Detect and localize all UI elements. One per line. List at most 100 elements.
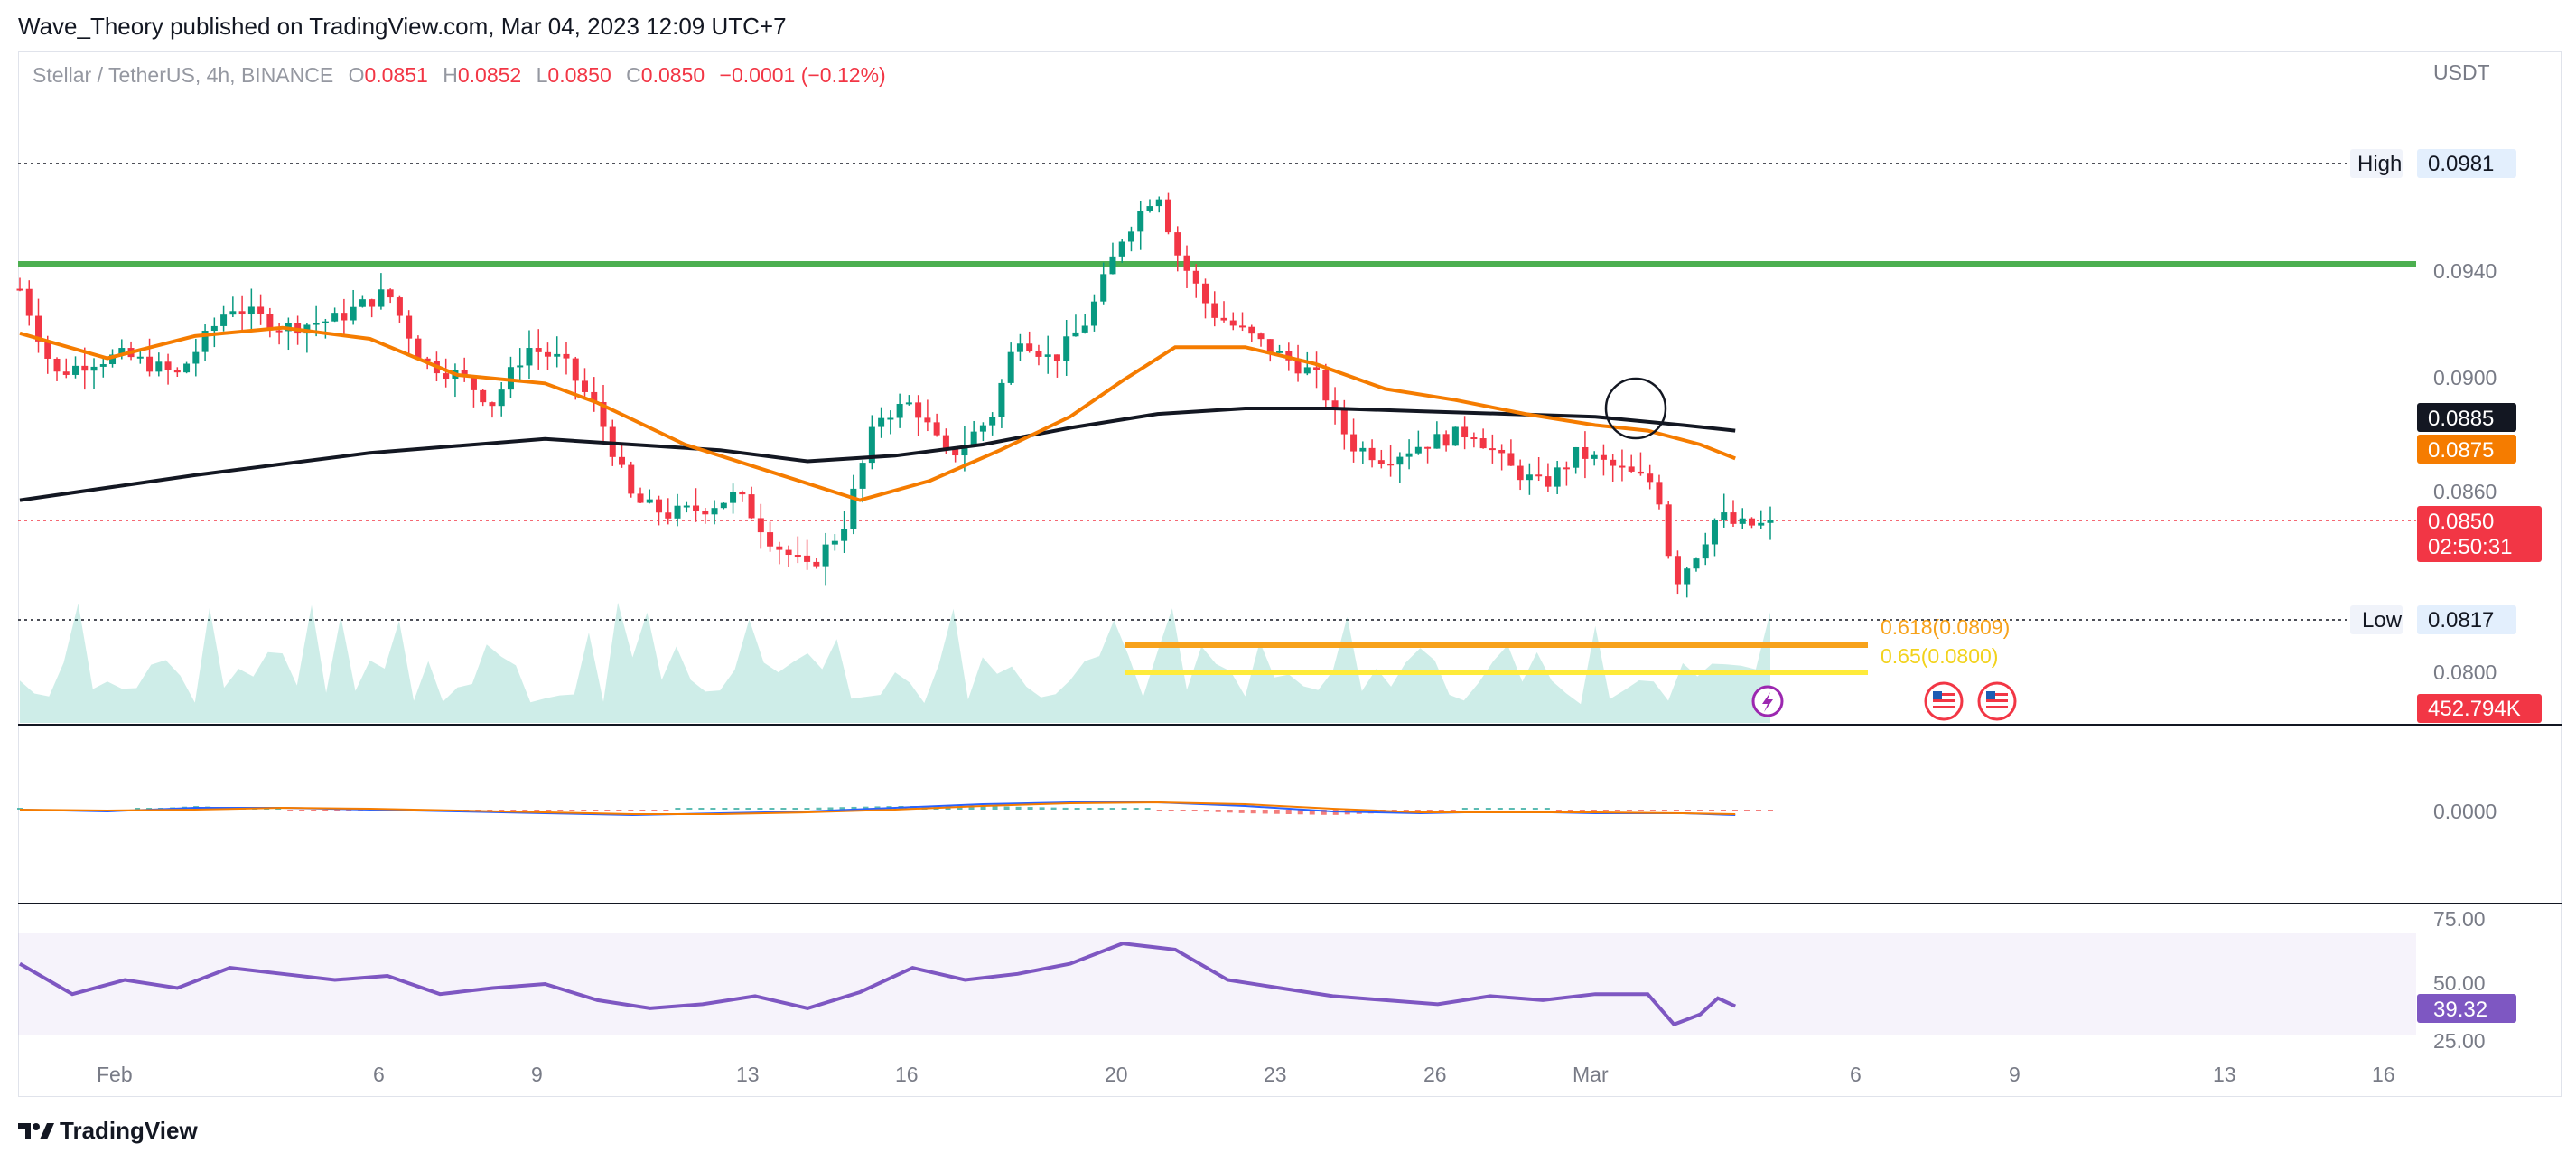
rsi-band (18, 933, 2416, 1035)
price-tick[interactable]: 0.0860 (2433, 480, 2497, 503)
candle-body (998, 382, 1005, 417)
time-tick[interactable]: 6 (1850, 1063, 1862, 1086)
time-tick[interactable]: 20 (1105, 1063, 1128, 1086)
macd-bar (698, 808, 705, 810)
candle-body (961, 445, 968, 456)
macd-bar (1262, 810, 1268, 814)
time-tick[interactable]: 26 (1423, 1063, 1447, 1086)
candle-body (896, 403, 903, 418)
macd-bar (1274, 810, 1280, 814)
fib-618-label: 0.618(0.0809) (1881, 615, 2010, 639)
crossover-circle[interactable] (1604, 377, 1667, 440)
symbol-legend[interactable]: Stellar / TetherUS, 4h, BINANCE O0.0851 … (33, 63, 886, 88)
price-tick[interactable]: 0.0940 (2433, 259, 2497, 283)
candle-body (369, 299, 376, 307)
macd-bar (146, 808, 153, 810)
macd-bar (287, 810, 294, 811)
candle-body (554, 353, 561, 357)
candle-body (1081, 325, 1088, 333)
us-flag-icon[interactable] (1924, 681, 1964, 721)
price-tick[interactable]: 0.0800 (2433, 661, 2497, 684)
candle-body (1248, 326, 1255, 334)
ema200-line[interactable] (19, 407, 1736, 502)
macd-bar (1250, 810, 1256, 814)
macd-bar (1579, 810, 1585, 811)
macd-tick[interactable]: 0.0000 (2433, 800, 2497, 823)
macd-bar (1438, 810, 1444, 811)
candle-body (257, 306, 265, 314)
candle-body (517, 365, 524, 368)
candlesticks (16, 192, 1774, 598)
candle-body (1053, 354, 1060, 361)
candle-body (989, 417, 996, 426)
ema200-tag (2417, 403, 2516, 432)
time-tick[interactable]: 13 (2213, 1063, 2236, 1086)
candle-body (970, 431, 977, 445)
candle-body (794, 555, 801, 558)
macd-bar (1720, 810, 1726, 811)
macd-bar (1297, 810, 1303, 815)
lightning-icon[interactable] (1751, 685, 1784, 717)
candle-body (238, 311, 246, 315)
candle-body (1276, 351, 1283, 353)
candle-body (1257, 333, 1265, 340)
candle-body (155, 361, 163, 372)
rsi-tick[interactable]: 75.00 (2433, 907, 2486, 931)
candle-body (1109, 256, 1116, 275)
macd-bar (311, 810, 317, 811)
candle-body (1155, 199, 1162, 207)
candle-body (247, 306, 255, 315)
candle-body (1174, 232, 1181, 256)
candle-body (665, 512, 672, 519)
price-tick[interactable]: 0.0900 (2433, 366, 2497, 389)
time-tick[interactable]: Feb (97, 1063, 133, 1086)
candle-body (1656, 482, 1663, 505)
rsi-tick[interactable]: 25.00 (2433, 1029, 2486, 1053)
macd-bar (1731, 810, 1738, 811)
candle-body (859, 463, 866, 489)
candle-body (656, 499, 663, 513)
candle-body (424, 358, 431, 361)
candle-body (637, 493, 644, 503)
time-tick[interactable]: 13 (736, 1063, 760, 1086)
chart-frame (18, 51, 2562, 1097)
time-tick[interactable]: 23 (1264, 1063, 1287, 1086)
volume-area (20, 602, 1770, 723)
macd-bar (1661, 810, 1667, 811)
macd-bar (1755, 810, 1761, 811)
candle-body (711, 508, 718, 515)
time-tick[interactable]: 16 (2372, 1063, 2395, 1086)
rsi-value: 39.32 (2433, 998, 2487, 1022)
candle-body (1582, 446, 1589, 459)
ema200-value: 0.0885 (2428, 407, 2494, 431)
candle-body (1674, 556, 1681, 585)
time-tick[interactable]: Mar (1573, 1063, 1609, 1086)
tradingview-logo[interactable]: TradingView (18, 1117, 198, 1145)
macd-bar (358, 810, 364, 811)
candle-body (563, 353, 570, 359)
time-tick[interactable]: 9 (531, 1063, 543, 1086)
macd-bar (1426, 810, 1433, 811)
time-tick[interactable]: 9 (2009, 1063, 2021, 1086)
open-label: O (348, 63, 365, 87)
macd-bar (1062, 807, 1069, 810)
candle-body (266, 314, 274, 331)
macd-bar (1191, 810, 1198, 811)
time-tick[interactable]: 16 (895, 1063, 919, 1086)
macd-bar (675, 808, 681, 810)
currency-label[interactable]: USDT (2433, 61, 2490, 84)
time-tick[interactable]: 6 (373, 1063, 385, 1086)
bar-countdown: 02:50:31 (2428, 535, 2512, 559)
candle-body (915, 402, 922, 418)
rsi-tick[interactable]: 50.00 (2433, 971, 2486, 995)
macd-bar (780, 808, 787, 810)
macd-bar (1168, 810, 1174, 811)
candle-body (1266, 339, 1274, 353)
us-flag-icon[interactable] (1977, 681, 2017, 721)
symbol-name[interactable]: Stellar / TetherUS, 4h, BINANCE (33, 63, 334, 87)
candle-body (878, 417, 885, 427)
ema50-line[interactable] (19, 325, 1736, 502)
candle-body (192, 351, 200, 364)
candle-body (1405, 453, 1413, 457)
